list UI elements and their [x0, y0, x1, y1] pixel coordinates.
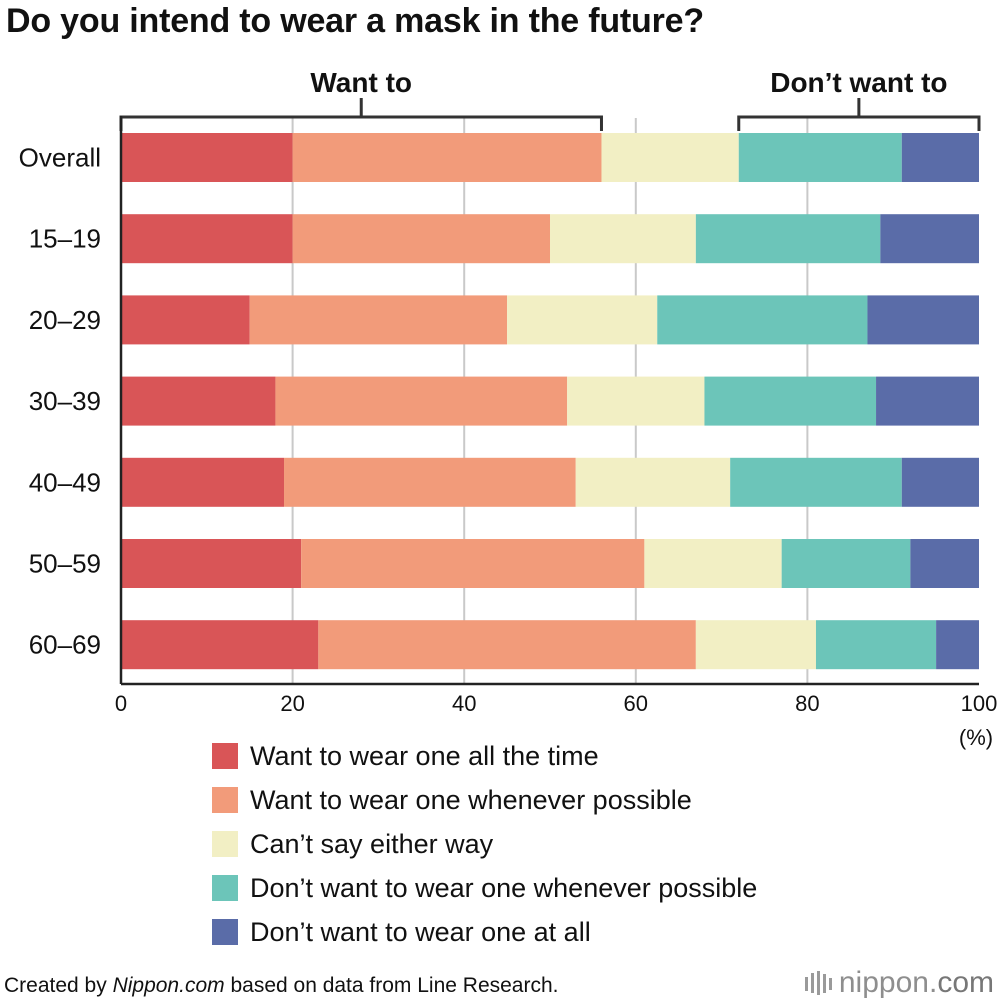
group-bracket [119, 115, 603, 131]
bar-segment [781, 539, 911, 588]
axes [119, 116, 979, 686]
bar-segment [901, 457, 979, 507]
bar-segment [301, 539, 645, 588]
category-label: 15–19 [29, 224, 101, 254]
bar-segment [567, 376, 705, 426]
bar-segment [738, 133, 902, 182]
bar-segment [284, 457, 576, 507]
bars [121, 133, 979, 670]
bar-segment [695, 214, 881, 264]
legend-swatch [212, 743, 238, 769]
brand-name: nippon. [838, 966, 938, 999]
brand-tld: com [937, 966, 994, 999]
legend-swatch [212, 875, 238, 901]
bar-segment [121, 376, 276, 426]
bar-segment [121, 457, 285, 507]
bar-segment [730, 457, 902, 507]
x-tick-label: 0 [115, 691, 127, 716]
legend-label: Can’t say either way [250, 828, 494, 859]
bar-segment [121, 620, 319, 670]
category-label: 60–69 [29, 630, 101, 660]
x-tick-label: 100 [961, 691, 998, 716]
bar-segment [867, 295, 979, 345]
nippon-logo-icon [804, 971, 832, 995]
stacked-bar-chart: Overall 15–19 20–29 30–39 40–49 50–59 60–69 0 20… [19, 67, 998, 750]
bar-segment [121, 539, 302, 588]
group-label: Want to [310, 67, 412, 98]
bar-segment [876, 376, 979, 426]
legend-swatch [212, 831, 238, 857]
x-axis-unit: (%) [959, 725, 993, 750]
bar-segment [575, 457, 731, 507]
bar-segment [275, 376, 568, 426]
x-tick-label: 60 [624, 691, 648, 716]
chart-title: Do you intend to wear a mask in the futu… [6, 2, 704, 40]
legend-item-want-whenever-possible: Want to wear one whenever possible [212, 778, 757, 822]
bar-segment [601, 133, 739, 182]
bar-segment [880, 214, 979, 264]
category-label: 20–29 [29, 305, 101, 335]
bar-segment [704, 376, 877, 426]
category-label: 30–39 [29, 386, 101, 416]
bar-segment [550, 214, 696, 264]
legend-item-cant-say: Can’t say either way [212, 822, 757, 866]
legend-label: Don’t want to wear one whenever possible [250, 872, 758, 903]
bar-segment [507, 295, 658, 345]
x-tick-label: 80 [795, 691, 819, 716]
group-label: Don’t want to [770, 67, 947, 98]
legend-item-dont-want-whenever-possible: Don’t want to wear one whenever possible [212, 866, 757, 910]
category-label: 40–49 [29, 467, 101, 497]
bar-segment [695, 620, 816, 670]
legend-item-dont-want-at-all: Don’t want to wear one at all [212, 910, 757, 954]
category-label: 50–59 [29, 549, 101, 579]
group-brackets [119, 98, 981, 131]
bar-segment [121, 133, 293, 182]
legend-label: Want to wear one all the time [250, 740, 599, 771]
x-tick-label: 40 [452, 691, 476, 716]
group-bracket [737, 115, 981, 131]
bar-segment [644, 539, 782, 588]
legend-swatch [212, 787, 238, 813]
credit-suffix: based on data from Line Research. [224, 974, 559, 997]
legend-item-want-all-time: Want to wear one all the time [212, 734, 757, 778]
footer-credit: Created by Nippon.com based on data from… [4, 974, 559, 998]
bar-segment [815, 620, 937, 670]
brand-logo: nippon. com [803, 966, 994, 1000]
legend: Want to wear one all the time Want to we… [212, 734, 757, 954]
bar-segment [121, 214, 293, 264]
bar-segment [292, 133, 602, 182]
bar-segment [292, 214, 550, 264]
legend-label: Don’t want to wear one at all [250, 916, 591, 947]
bar-segment [910, 539, 979, 588]
category-label: Overall [19, 143, 101, 173]
bar-segment [901, 133, 979, 182]
legend-label: Want to wear one whenever possible [250, 784, 692, 815]
legend-swatch [212, 919, 238, 945]
bar-segment [936, 620, 979, 670]
bar-segment [121, 295, 250, 345]
bar-segment [249, 295, 508, 345]
bar-segment [657, 295, 868, 345]
credit-source-name: Nippon.com [112, 974, 225, 997]
credit-prefix: Created by [4, 974, 113, 997]
bar-segment [318, 620, 696, 670]
x-tick-label: 20 [280, 691, 304, 716]
labels: Overall 15–19 20–29 30–39 40–49 50–59 60–69 0 20… [19, 67, 998, 750]
